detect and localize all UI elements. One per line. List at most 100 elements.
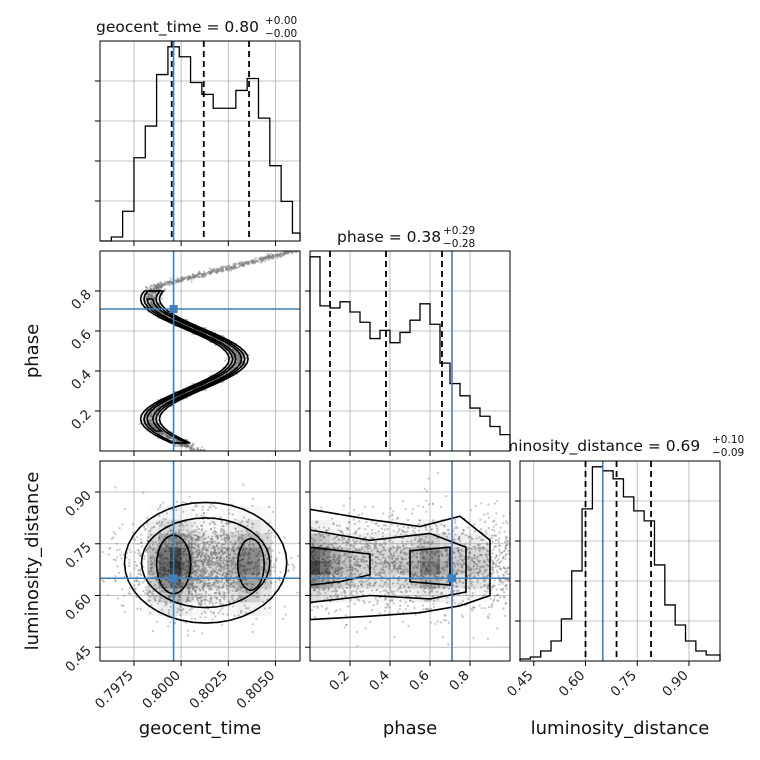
sample-point bbox=[496, 627, 499, 630]
sample-point bbox=[196, 272, 200, 275]
sample-point bbox=[230, 267, 233, 270]
sample-point bbox=[165, 435, 168, 438]
density-cell bbox=[226, 588, 238, 603]
sample-point bbox=[151, 424, 154, 427]
sample-point bbox=[196, 274, 199, 278]
sample-point bbox=[157, 286, 160, 289]
sample-point bbox=[187, 277, 191, 280]
sample-point bbox=[149, 414, 152, 417]
sample-point bbox=[180, 443, 183, 447]
sample-point bbox=[497, 599, 500, 602]
sample-point bbox=[262, 257, 266, 260]
sample-point bbox=[487, 605, 491, 609]
sample-point bbox=[169, 437, 172, 440]
sample-point bbox=[277, 253, 280, 256]
sample-point bbox=[232, 366, 236, 369]
sample-point bbox=[238, 356, 241, 359]
sample-point bbox=[217, 269, 221, 272]
sample-point bbox=[194, 503, 197, 506]
sample-point bbox=[149, 285, 152, 288]
sample-point bbox=[209, 272, 213, 275]
sample-point bbox=[268, 254, 271, 257]
sample-point bbox=[177, 440, 180, 443]
sample-point bbox=[152, 295, 155, 299]
sample-point bbox=[221, 623, 224, 627]
sample-point bbox=[167, 435, 170, 438]
sample-point bbox=[207, 270, 211, 273]
sample-point bbox=[155, 286, 159, 290]
sample-point bbox=[297, 555, 300, 558]
sample-point bbox=[133, 560, 136, 564]
sample-point bbox=[154, 292, 157, 295]
sample-point bbox=[275, 253, 278, 256]
sample-point bbox=[159, 285, 162, 288]
sample-point bbox=[161, 283, 164, 286]
sample-point bbox=[238, 265, 241, 268]
sample-point bbox=[146, 295, 149, 298]
sample-point bbox=[153, 297, 156, 300]
sample-point bbox=[206, 272, 209, 275]
sample-point bbox=[225, 357, 228, 360]
sample-point bbox=[229, 269, 233, 272]
sample-point bbox=[272, 256, 275, 259]
sample-point bbox=[237, 354, 241, 358]
sample-point bbox=[190, 617, 193, 620]
sample-point bbox=[186, 629, 189, 632]
sample-point bbox=[139, 607, 142, 611]
sample-point bbox=[494, 565, 497, 569]
density-cell bbox=[158, 588, 170, 603]
sample-point bbox=[244, 261, 247, 264]
sample-point bbox=[87, 586, 89, 588]
sample-point bbox=[149, 418, 153, 422]
sample-point bbox=[140, 541, 143, 545]
sample-point bbox=[157, 285, 160, 289]
sample-point bbox=[138, 568, 142, 571]
sample-point bbox=[260, 258, 263, 261]
sample-point bbox=[171, 282, 174, 285]
sample-point bbox=[156, 309, 160, 312]
sample-point bbox=[282, 251, 286, 254]
sample-point bbox=[233, 266, 236, 269]
sample-point bbox=[278, 255, 281, 258]
sample-point bbox=[185, 443, 188, 446]
density-cell bbox=[147, 519, 159, 534]
sample-point bbox=[275, 557, 278, 560]
sample-point bbox=[184, 444, 187, 447]
sample-point bbox=[237, 358, 241, 361]
sample-point bbox=[160, 285, 163, 288]
sample-point bbox=[143, 525, 146, 529]
sample-point bbox=[180, 275, 183, 279]
sample-point bbox=[230, 265, 233, 268]
sample-point bbox=[203, 272, 207, 275]
sample-point bbox=[163, 288, 166, 291]
sample-point bbox=[235, 266, 238, 270]
density-cell bbox=[215, 547, 227, 561]
sample-point bbox=[491, 563, 494, 566]
sample-point bbox=[287, 251, 290, 254]
sample-point bbox=[144, 586, 148, 589]
sample-point bbox=[194, 275, 198, 278]
sample-point bbox=[220, 268, 224, 271]
sample-point bbox=[176, 279, 179, 282]
sample-point bbox=[157, 284, 161, 287]
sample-point bbox=[200, 275, 204, 278]
sample-point bbox=[177, 439, 180, 443]
sample-point bbox=[233, 265, 236, 269]
sample-point bbox=[251, 260, 255, 263]
sample-point bbox=[186, 444, 189, 448]
sample-point bbox=[161, 432, 164, 435]
sample-point bbox=[250, 261, 253, 264]
sample-point bbox=[183, 443, 186, 447]
sample-point bbox=[197, 272, 200, 275]
sample-point bbox=[163, 284, 166, 287]
sample-point bbox=[392, 602, 395, 605]
sample-point bbox=[150, 295, 153, 299]
sample-point bbox=[232, 267, 235, 270]
sample-point bbox=[505, 536, 508, 539]
sample-point bbox=[150, 415, 153, 418]
sample-point bbox=[214, 270, 217, 273]
density-cell bbox=[249, 561, 261, 575]
sample-point bbox=[239, 262, 242, 265]
sample-point bbox=[245, 262, 248, 265]
sample-point bbox=[280, 253, 283, 256]
